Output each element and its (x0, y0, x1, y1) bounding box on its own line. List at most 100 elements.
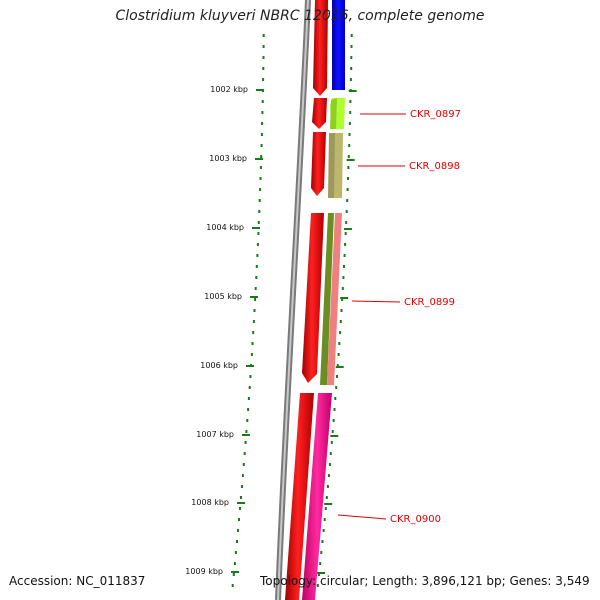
scale-dot (350, 34, 353, 37)
scale-dot (255, 265, 258, 268)
scale-dot (341, 287, 344, 290)
gene-CKR_0899-coral[interactable] (327, 213, 342, 385)
scale-dot (261, 111, 264, 114)
tick-label-1008: 1008 kbp (191, 498, 229, 507)
scale-dot (333, 408, 336, 411)
scale-dot (257, 232, 260, 235)
scale-dot (332, 419, 335, 422)
scale-dot (349, 111, 352, 114)
scale-dot (262, 45, 265, 48)
scale-tick (324, 503, 333, 505)
scale-dot (329, 452, 332, 455)
kbp-tick-1009 (231, 571, 239, 573)
kbp-tick-1005 (250, 296, 258, 298)
scale-dot (258, 199, 261, 202)
scale-dot (260, 155, 263, 158)
scale-dot (256, 254, 259, 257)
scale-dot (247, 397, 250, 400)
scale-dot (243, 452, 246, 455)
scale-tick (340, 297, 349, 299)
scale-dot (259, 188, 262, 191)
scale-dot (336, 375, 338, 378)
forward-gene-2[interactable] (312, 98, 327, 129)
scale-dot (259, 177, 262, 180)
scale-dot (240, 496, 242, 499)
gene-label-CKR_0898[interactable]: CKR_0898 (409, 161, 460, 172)
scale-dot (345, 210, 348, 213)
kbp-tick-1002 (256, 89, 264, 91)
scale-dot (249, 375, 252, 378)
scale-dot (241, 485, 243, 488)
scale-dot (232, 573, 235, 576)
scale-dot (330, 441, 333, 444)
scale-dot (343, 265, 345, 268)
scale-dot (348, 144, 351, 147)
gene-CKR_0897-shade (330, 98, 337, 129)
scale-dot (256, 243, 259, 246)
forward-gene-3[interactable] (311, 132, 326, 196)
scale-dot (347, 166, 350, 169)
scale-tick (330, 435, 339, 437)
scale-dot (262, 34, 265, 37)
accession-text: Accession: NC_011837 (9, 574, 146, 588)
scale-dot (262, 56, 265, 59)
topology-text: Topology: circular; Length: 3,896,121 bp… (260, 574, 590, 588)
scale-dot (348, 122, 351, 125)
scale-tick (335, 366, 344, 368)
scale-dot (350, 67, 353, 70)
scale-dot (321, 540, 324, 543)
scale-dot (343, 254, 346, 257)
scale-dot (318, 573, 320, 576)
scale-dot (340, 309, 343, 312)
tick-label-1002: 1002 kbp (210, 85, 248, 94)
kbp-tick-1006 (246, 365, 254, 367)
kbp-tick-1003 (255, 158, 263, 160)
scale-dot (349, 100, 352, 103)
gene-label-CKR_0897[interactable]: CKR_0897 (410, 109, 461, 120)
scale-dot (254, 287, 257, 290)
gene-label-CKR_0900[interactable]: CKR_0900 (390, 514, 441, 525)
gene-label-CKR_0899[interactable]: CKR_0899 (404, 297, 455, 308)
tick-label-1009: 1009 kbp (185, 567, 223, 576)
gene-label-group: CKR_0897 CKR_0898 CKR_0899 CKR_0900 (337, 109, 461, 525)
scale-dot (346, 199, 349, 202)
kbp-tick-1008 (237, 502, 245, 504)
scale-dot (241, 474, 244, 477)
scale-dot (334, 397, 337, 400)
scale-dot (345, 221, 348, 224)
tick-marks (231, 34, 265, 587)
gene-CKR_0899-olive[interactable] (320, 213, 334, 385)
scale-dot (331, 430, 334, 433)
scale-dot (316, 584, 319, 587)
scale-dot (325, 496, 328, 499)
scale-dot (259, 166, 262, 169)
scale-dot (341, 298, 344, 301)
forward-gene-4[interactable] (302, 213, 324, 383)
scale-dot (238, 518, 240, 521)
gene-CKR_0898-shade (328, 133, 335, 198)
scale-tick (317, 572, 326, 574)
scale-dot (231, 584, 234, 587)
reverse-gene-blue[interactable] (332, 0, 345, 90)
scale-dot (322, 529, 325, 532)
scale-dot (336, 364, 339, 367)
forward-gene-5[interactable] (285, 393, 314, 600)
scale-dot (350, 56, 353, 59)
scale-dot (233, 562, 236, 565)
scale-tick (346, 159, 355, 161)
scale-dot (326, 485, 329, 488)
leader-CKR_0900 (337, 514, 387, 520)
forward-gene-1[interactable] (313, 0, 328, 96)
scale-dot (257, 221, 260, 224)
scale-dot (248, 386, 251, 389)
scale-dot (338, 342, 341, 345)
scale-dot (347, 155, 350, 158)
scale-dot (242, 463, 245, 466)
scale-dot (247, 408, 250, 411)
kbp-axis: 1002 kbp 1003 kbp 1004 kbp 1005 kbp 1006… (185, 85, 264, 576)
scale-dot (339, 331, 342, 334)
gene-CKR_0900-feature[interactable] (302, 393, 332, 600)
tick-label-1004: 1004 kbp (206, 223, 244, 232)
tick-label-1003: 1003 kbp (209, 154, 247, 163)
